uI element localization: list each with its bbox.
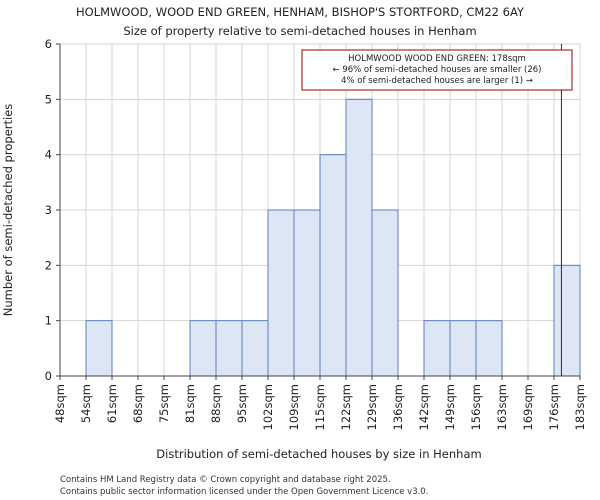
x-tick-label: 81sqm xyxy=(183,384,197,423)
annotation-border xyxy=(301,49,573,91)
x-tick-label: 48sqm xyxy=(53,384,67,423)
y-tick-label: 0 xyxy=(45,369,52,383)
x-tick-label: 61sqm xyxy=(105,384,119,423)
x-tick-label: 183sqm xyxy=(573,384,587,430)
x-tick-label: 115sqm xyxy=(313,384,327,430)
x-tick-label: 163sqm xyxy=(495,384,509,430)
y-tick-label: 5 xyxy=(45,92,52,106)
y-tick-label: 2 xyxy=(45,258,52,272)
x-tick-label: 136sqm xyxy=(391,384,405,430)
x-tick-label: 102sqm xyxy=(261,384,275,430)
x-tick-label: 68sqm xyxy=(131,384,145,423)
footer-line-1: Contains HM Land Registry data © Crown c… xyxy=(60,475,391,485)
chart-title: HOLMWOOD, WOOD END GREEN, HENHAM, BISHOP… xyxy=(76,5,525,19)
x-tick-labels: 48sqm 54sqm 61sqm 68sqm 75sqm 81sqm 88sqm 95sqm… xyxy=(53,376,587,430)
x-tick-label: 176sqm xyxy=(547,384,561,430)
footer-line-2: Contains public sector information licen… xyxy=(60,487,428,497)
y-axis-label: Number of semi-detached properties xyxy=(1,104,15,316)
x-tick-label: 129sqm xyxy=(365,384,379,430)
y-tick-label: 4 xyxy=(45,148,52,162)
bars xyxy=(85,98,581,377)
x-tick-label: 54sqm xyxy=(79,384,93,423)
bar xyxy=(449,320,477,377)
bar xyxy=(293,209,321,377)
x-tick-label: 149sqm xyxy=(443,384,457,430)
annotation-line-1: HOLMWOOD WOOD END GREEN: 178sqm xyxy=(348,54,526,64)
x-tick-label: 109sqm xyxy=(287,384,301,430)
y-tick-labels: 0 1 2 3 4 5 6 xyxy=(45,37,60,383)
x-tick-label: 156sqm xyxy=(469,384,483,430)
bar xyxy=(345,98,373,377)
annotation-line-2: ← 96% of semi-detached houses are smalle… xyxy=(333,65,542,75)
y-tick-label: 6 xyxy=(45,37,52,51)
bar xyxy=(423,320,451,377)
bar xyxy=(241,320,269,377)
chart-subtitle: Size of property relative to semi-detach… xyxy=(123,24,476,38)
bar xyxy=(553,264,581,377)
x-tick-label: 88sqm xyxy=(209,384,223,423)
x-tick-label: 142sqm xyxy=(417,384,431,430)
bar xyxy=(85,320,113,377)
bar xyxy=(215,320,243,377)
bar xyxy=(267,209,295,377)
x-tick-label: 169sqm xyxy=(521,384,535,430)
bar xyxy=(319,154,347,377)
bar xyxy=(371,209,399,377)
y-tick-label: 1 xyxy=(45,314,52,328)
x-tick-label: 122sqm xyxy=(339,384,353,430)
bar xyxy=(189,320,217,377)
x-tick-label: 95sqm xyxy=(235,384,249,423)
y-tick-label: 3 xyxy=(45,203,52,217)
annotation-line-3: 4% of semi-detached houses are larger (1… xyxy=(341,76,533,86)
bar xyxy=(475,320,503,377)
x-axis-label: Distribution of semi-detached houses by … xyxy=(156,447,481,461)
x-tick-label: 75sqm xyxy=(157,384,171,423)
annotation-box: HOLMWOOD WOOD END GREEN: 178sqm ← 96% of… xyxy=(301,49,573,91)
